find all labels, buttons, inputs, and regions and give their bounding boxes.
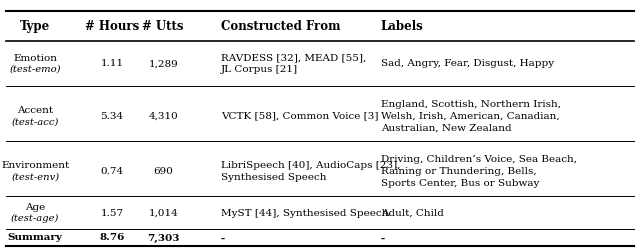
Text: (test-env): (test-env): [11, 172, 60, 181]
Text: # Utts: # Utts: [143, 20, 184, 33]
Text: Environment: Environment: [1, 161, 69, 170]
Text: Sad, Angry, Fear, Disgust, Happy: Sad, Angry, Fear, Disgust, Happy: [381, 59, 554, 68]
Text: -: -: [221, 234, 225, 242]
Text: (test-emo): (test-emo): [10, 65, 61, 74]
Text: 1,289: 1,289: [148, 59, 178, 68]
Text: 0.74: 0.74: [100, 167, 124, 176]
Text: 8.76: 8.76: [99, 234, 125, 242]
Text: Accent: Accent: [17, 106, 53, 115]
Text: -: -: [381, 234, 385, 242]
Text: 690: 690: [153, 167, 173, 176]
Text: (test-acc): (test-acc): [12, 117, 59, 126]
Text: MyST [44], Synthesised Speech: MyST [44], Synthesised Speech: [221, 208, 388, 218]
Text: Emotion: Emotion: [13, 54, 57, 63]
Text: Driving, Children’s Voice, Sea Beach,
Raining or Thundering, Bells,
Sports Cente: Driving, Children’s Voice, Sea Beach, Ra…: [381, 155, 577, 188]
Text: (test-age): (test-age): [11, 214, 60, 223]
Text: Age: Age: [25, 203, 45, 212]
Text: 4,310: 4,310: [148, 112, 178, 121]
Text: England, Scottish, Northern Irish,
Welsh, Irish, American, Canadian,
Australian,: England, Scottish, Northern Irish, Welsh…: [381, 100, 561, 132]
Text: LibriSpeech [40], AudioCaps [23],
Synthesised Speech: LibriSpeech [40], AudioCaps [23], Synthe…: [221, 161, 400, 182]
Text: Summary: Summary: [8, 234, 63, 242]
Text: Constructed From: Constructed From: [221, 20, 340, 33]
Text: 5.34: 5.34: [100, 112, 124, 121]
Text: # Hours: # Hours: [85, 20, 139, 33]
Text: 7,303: 7,303: [147, 234, 179, 242]
Text: RAVDESS [32], MEAD [55],
JL Corpus [21]: RAVDESS [32], MEAD [55], JL Corpus [21]: [221, 53, 366, 74]
Text: Adult, Child: Adult, Child: [381, 208, 444, 218]
Text: 1.57: 1.57: [100, 208, 124, 218]
Text: 1,014: 1,014: [148, 208, 178, 218]
Text: 1.11: 1.11: [100, 59, 124, 68]
Text: Labels: Labels: [381, 20, 424, 33]
Text: Type: Type: [20, 20, 51, 33]
Text: VCTK [58], Common Voice [3]: VCTK [58], Common Voice [3]: [221, 112, 378, 121]
